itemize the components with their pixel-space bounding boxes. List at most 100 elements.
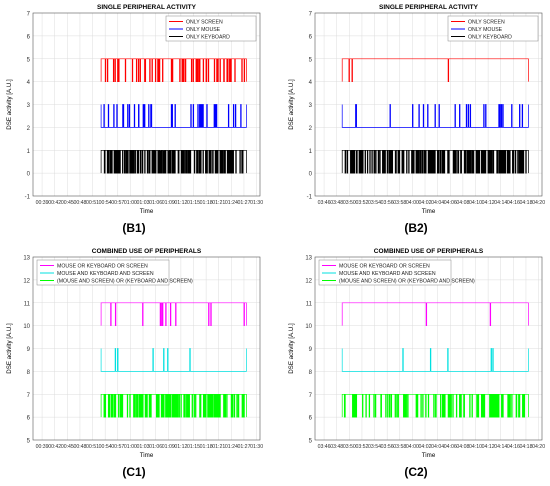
y-tick-label: 10 — [305, 324, 312, 330]
x-axis-label: Time — [140, 208, 154, 215]
x-tick-label: 01:18 — [200, 444, 213, 450]
x-tick-label: 04:06 — [444, 444, 457, 450]
series-trace-3 — [100, 393, 247, 418]
x-tick-label: 01:03 — [137, 200, 150, 206]
x-tick-label: 01:06 — [149, 200, 162, 206]
x-tick-label: 03:54 — [368, 200, 381, 206]
y-tick-label: 6 — [309, 416, 313, 422]
x-tick-label: 00:51 — [86, 444, 99, 450]
y-tick-label: 5 — [27, 439, 31, 445]
legend-label-3: (MOUSE AND SCREEN) OR (KEYBOARD AND SCRE… — [57, 279, 193, 285]
x-tick-label: 03:46 — [318, 444, 331, 450]
y-tick-label: 0 — [309, 172, 313, 178]
x-tick-label: 04:00 — [406, 444, 419, 450]
y-tick-label: 9 — [27, 347, 31, 353]
x-tick-label: 01:06 — [149, 444, 162, 450]
x-tick-label: 04:10 — [469, 200, 482, 206]
legend-box — [36, 259, 170, 286]
x-tick-label: 01:24 — [225, 444, 238, 450]
x-tick-label: 01:24 — [225, 200, 238, 206]
x-tick-label: 04:16 — [507, 444, 520, 450]
y-tick-label: 12 — [23, 278, 30, 284]
x-axis-label: Time — [422, 452, 436, 459]
y-tick-label: 10 — [23, 324, 30, 330]
y-tick-label: 5 — [309, 439, 313, 445]
x-tick-label: 04:02 — [419, 444, 432, 450]
y-tick-label: 11 — [306, 301, 313, 307]
y-axis-label: DSE activity [A.U.] — [6, 79, 13, 130]
y-tick-label: 7 — [27, 393, 31, 399]
series-trace-3 — [100, 149, 247, 174]
series-trace-1 — [341, 302, 529, 326]
chart-panel-2: -1 0 1 2 3 4 5 6 7 03:46 03:48 03:50 03:52 03:54 03:56… — [288, 4, 545, 235]
x-tick-label: 00:54 — [99, 200, 112, 206]
x-tick-label: 04:06 — [444, 200, 457, 206]
series-trace-1 — [100, 302, 247, 326]
y-tick-label: 11 — [24, 301, 31, 307]
legend-label-1: MOUSE OR KEYBOARD OR SCREEN — [339, 264, 430, 270]
series-trace-2 — [341, 104, 529, 128]
x-tick-label: 01:27 — [237, 200, 250, 206]
x-tick-label: 03:54 — [368, 444, 381, 450]
x-tick-label: 04:04 — [431, 200, 444, 206]
y-tick-label: 5 — [309, 57, 313, 63]
y-tick-label: 13 — [23, 256, 30, 262]
series-trace-3 — [341, 149, 529, 174]
x-tick-label: 00:48 — [73, 200, 86, 206]
x-tick-label: 01:00 — [124, 444, 137, 450]
x-tick-label: 01:12 — [174, 444, 187, 450]
y-tick-label: 8 — [27, 370, 31, 376]
chart-title: COMBINED USE OF PERIPHERALS — [92, 248, 202, 255]
legend-box — [318, 259, 452, 286]
x-tick-label: 04:16 — [507, 200, 520, 206]
y-tick-label: 6 — [309, 34, 313, 40]
axes-frame — [32, 12, 261, 197]
x-tick-label: 01:30 — [250, 200, 263, 206]
axes-frame — [314, 256, 543, 441]
x-tick-label: 04:12 — [482, 444, 495, 450]
x-axis-label: Time — [140, 452, 154, 459]
x-tick-label: 00:48 — [73, 444, 86, 450]
y-tick-label: 8 — [309, 370, 313, 376]
y-tick-label: -1 — [307, 195, 313, 201]
x-tick-label: 03:56 — [381, 200, 394, 206]
legend-label-2: MOUSE AND KEYBOARD AND SCREEN — [57, 271, 154, 277]
x-tick-label: 04:02 — [419, 200, 432, 206]
x-tick-label: 00:54 — [99, 444, 112, 450]
series-trace-2 — [100, 348, 247, 372]
x-tick-label: 03:50 — [343, 200, 356, 206]
y-tick-label: 6 — [27, 34, 31, 40]
x-tick-label: 04:20 — [532, 200, 545, 206]
x-tick-label: 01:15 — [187, 200, 200, 206]
x-tick-label: 01:27 — [237, 444, 250, 450]
series-trace-2 — [100, 104, 247, 128]
y-axis-label: DSE activity [A.U.] — [288, 79, 295, 130]
panel-label: (B1) — [122, 221, 145, 235]
x-tick-label: 01:21 — [212, 200, 225, 206]
y-tick-label: 9 — [309, 347, 313, 353]
panel-label: (B2) — [404, 221, 427, 235]
y-tick-label: 4 — [27, 80, 31, 86]
legend-label-1: ONLY SCREEN — [186, 20, 223, 26]
x-tick-label: 04:00 — [406, 200, 419, 206]
x-tick-label: 04:14 — [494, 200, 507, 206]
chart-title: COMBINED USE OF PERIPHERALS — [374, 248, 484, 255]
x-tick-label: 01:15 — [187, 444, 200, 450]
y-tick-label: 4 — [309, 80, 313, 86]
y-axis-label: DSE activity [A.U.] — [6, 323, 13, 374]
x-tick-label: 04:12 — [482, 200, 495, 206]
series-trace-2 — [341, 348, 529, 372]
chart-title: SINGLE PERIPHERAL ACTIVITY — [97, 4, 197, 11]
x-tick-label: 04:20 — [532, 444, 545, 450]
x-tick-label: 00:45 — [61, 444, 74, 450]
series-trace-1 — [341, 58, 529, 82]
x-tick-label: 00:57 — [111, 444, 124, 450]
legend-label-3: (MOUSE AND SCREEN) OR (KEYBOARD AND SCRE… — [339, 279, 475, 285]
y-tick-label: 1 — [27, 149, 31, 155]
chart-panel-1: -1 0 1 2 3 4 5 6 7 00:39 00:42 00:45 00:48 00:51 00:54… — [6, 4, 263, 235]
x-tick-label: 04:08 — [456, 200, 469, 206]
